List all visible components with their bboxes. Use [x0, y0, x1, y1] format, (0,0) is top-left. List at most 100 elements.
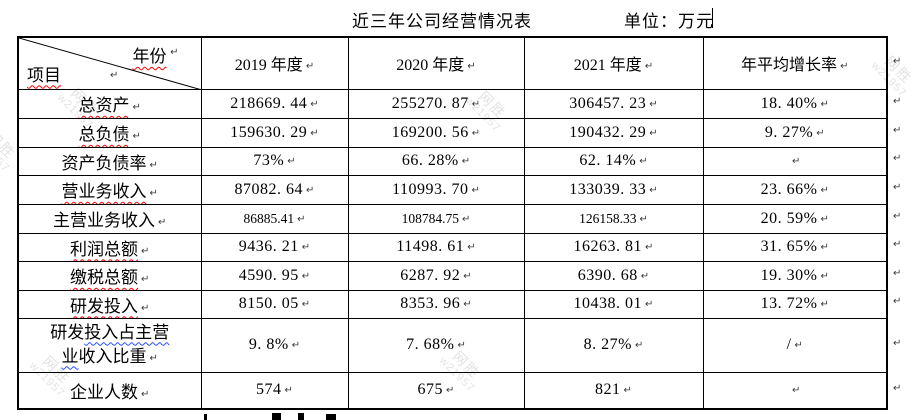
- paragraph-mark: ↵: [305, 61, 315, 73]
- end-of-row-mark: ↵: [893, 153, 902, 164]
- table-row: 企业人数 ↵ 574 ↵ 675 ↵ 821 ↵ ↵: [17, 371, 888, 410]
- paragraph-mark: ↵: [310, 98, 319, 110]
- value-cell[interactable]: 190432. 29 ↵: [523, 117, 704, 148]
- operations-table: 年份 ↵ 项目 ↵ 2019 年度 ↵ 2020 年度 ↵ 2021 年度 ↵ 年平均…: [17, 36, 888, 410]
- row-label-cell[interactable]: 研发投入 ↵: [17, 289, 202, 319]
- paragraph-mark: ↵: [301, 299, 311, 310]
- value-cell[interactable]: 169200. 56 ↵: [347, 117, 525, 148]
- paragraph-mark: ↵: [649, 98, 658, 110]
- paragraph-mark: ↵: [110, 69, 119, 81]
- paragraph-mark: ↵: [820, 184, 829, 196]
- row-label-cell[interactable]: 营业务收入 ↵: [17, 174, 202, 205]
- value-cell[interactable]: 73% ↵: [200, 146, 349, 176]
- value-cell[interactable]: 255270. 87 ↵: [347, 88, 525, 119]
- row-label-cell[interactable]: 研发投入占主营 业收入比重 ↵: [17, 317, 202, 373]
- value-cell[interactable]: 8. 27% ↵: [523, 317, 704, 373]
- corner-year-label: 年份: [132, 47, 167, 66]
- value-cell[interactable]: 110993. 70 ↵: [347, 174, 525, 205]
- paragraph-mark: ↵: [639, 213, 648, 225]
- value-cell[interactable]: 306457. 23 ↵: [523, 88, 704, 119]
- paragraph-mark: ↵: [623, 385, 632, 397]
- column-header-2019[interactable]: 2019 年度 ↵: [200, 36, 349, 90]
- value-cell[interactable]: 159630. 29 ↵: [200, 117, 349, 148]
- column-header-avg-growth[interactable]: 年平均增长率 ↵: [702, 36, 888, 90]
- paragraph-mark: ↵: [141, 245, 150, 257]
- value-cell[interactable]: 126158.33 ↵: [523, 203, 704, 234]
- paragraph-mark: ↵: [467, 61, 476, 73]
- value-cell[interactable]: 16263. 81 ↵: [523, 232, 704, 262]
- title-row: 近三年公司经营情况表 单位：万元: [0, 7, 913, 31]
- paragraph-mark: ↵: [794, 340, 803, 351]
- header-row: 年份 ↵ 项目 ↵ 2019 年度 ↵ 2020 年度 ↵ 2021 年度 ↵ 年平均…: [17, 36, 888, 90]
- value-cell[interactable]: 6390. 68 ↵: [523, 260, 704, 291]
- paragraph-mark: ↵: [471, 184, 480, 196]
- value-cell[interactable]: 133039. 33 ↵: [523, 174, 704, 205]
- row-label-cell[interactable]: 总资产 ↵: [17, 88, 202, 119]
- value-cell[interactable]: 20. 59% ↵: [702, 203, 888, 234]
- column-header-2021[interactable]: 2021 年度 ↵: [523, 36, 704, 90]
- value-cell[interactable]: 675 ↵: [347, 371, 525, 410]
- paragraph-mark: ↵: [820, 213, 829, 225]
- paragraph-mark: ↵: [149, 159, 158, 171]
- corner-cell-year-item[interactable]: 年份 ↵ 项目 ↵: [17, 36, 202, 90]
- paragraph-mark: ↵: [149, 188, 158, 199]
- value-cell[interactable]: 18. 40% ↵: [702, 88, 888, 119]
- table-row: 缴税总额 ↵ 4590. 95 ↵ 6287. 92 ↵ 6390. 68 ↵ 19. …: [17, 260, 888, 291]
- value-cell[interactable]: 10438. 01 ↵: [523, 289, 704, 319]
- value-cell[interactable]: 574 ↵: [200, 371, 349, 410]
- value-cell-empty[interactable]: ↵: [702, 371, 888, 410]
- document-title[interactable]: 近三年公司经营情况表: [352, 12, 532, 31]
- paragraph-mark: ↵: [149, 352, 158, 364]
- row-label-cell[interactable]: 总负债 ↵: [17, 117, 202, 148]
- paragraph-mark: ↵: [170, 47, 179, 58]
- value-cell[interactable]: 9. 8% ↵: [200, 317, 349, 373]
- column-header-2020[interactable]: 2020 年度 ↵: [347, 36, 525, 90]
- unit-label[interactable]: 单位：万元: [624, 12, 714, 31]
- value-cell[interactable]: 11498. 61 ↵: [347, 232, 525, 262]
- value-cell[interactable]: 9. 27% ↵: [702, 117, 888, 148]
- value-cell[interactable]: 13. 72% ↵: [702, 289, 888, 319]
- row-label-cell[interactable]: 缴税总额 ↵: [17, 260, 202, 291]
- value-cell-empty[interactable]: ↵: [702, 146, 888, 176]
- corner-item-label: 项目: [27, 65, 61, 85]
- paragraph-mark: ↵: [284, 385, 293, 397]
- value-cell[interactable]: 218669. 44 ↵: [200, 88, 349, 119]
- paragraph-mark: ↵: [645, 299, 654, 310]
- end-of-row-mark: ↵: [893, 268, 902, 279]
- value-cell[interactable]: 7. 68% ↵: [347, 317, 525, 373]
- value-cell[interactable]: 6287. 92 ↵: [347, 260, 525, 291]
- paragraph-mark: ↵: [463, 299, 472, 310]
- row-label-cell[interactable]: 主营业务收入 ↵: [17, 203, 202, 234]
- value-cell[interactable]: / ↵: [702, 317, 888, 373]
- paragraph-mark: ↵: [639, 156, 648, 167]
- paragraph-mark: ↵: [816, 127, 825, 139]
- paragraph-mark: ↵: [287, 156, 296, 167]
- paragraph-mark: ↵: [141, 302, 150, 314]
- value-cell[interactable]: 821 ↵: [523, 371, 704, 410]
- row-label-cell[interactable]: 利润总额 ↵: [17, 232, 202, 262]
- value-cell[interactable]: 8150. 05 ↵: [200, 289, 349, 319]
- row-label-cell[interactable]: 资产负债率 ↵: [17, 146, 202, 176]
- table-row: 主营业务收入 ↵ 86885.41 ↵ 108784.75 ↵ 126158.33 ↵ …: [17, 203, 888, 234]
- paragraph-mark: ↵: [291, 340, 301, 351]
- row-label-cell[interactable]: 企业人数 ↵: [17, 371, 202, 410]
- value-cell[interactable]: 4590. 95 ↵: [200, 260, 349, 291]
- value-cell[interactable]: 9436. 21 ↵: [200, 232, 349, 262]
- value-cell[interactable]: 62. 14% ↵: [523, 146, 704, 176]
- value-cell[interactable]: 19. 30% ↵: [702, 260, 888, 291]
- paragraph-mark: ↵: [457, 340, 466, 351]
- value-cell[interactable]: 8353. 96 ↵: [347, 289, 525, 319]
- value-cell[interactable]: 66. 28% ↵: [347, 146, 525, 176]
- clipped-text-fragment: [298, 413, 304, 420]
- paragraph-mark: ↵: [644, 61, 654, 73]
- paragraph-mark: ↵: [461, 156, 471, 167]
- paragraph-mark: ↵: [141, 274, 150, 285]
- value-cell[interactable]: 31. 65% ↵: [702, 232, 888, 262]
- value-cell[interactable]: 86885.41 ↵: [200, 203, 349, 234]
- value-cell[interactable]: 87082. 64 ↵: [200, 174, 349, 205]
- table-row: 营业务收入 ↵ 87082. 64 ↵ 110993. 70 ↵ 133039. 33…: [17, 174, 888, 205]
- paragraph-mark: ↵: [467, 242, 476, 253]
- value-cell[interactable]: 23. 66% ↵: [702, 174, 888, 205]
- value-cell[interactable]: 108784.75 ↵: [347, 203, 525, 234]
- table-row: 总负债 ↵ 159630. 29 ↵ 169200. 56 ↵ 190432. 29 ↵…: [17, 117, 888, 148]
